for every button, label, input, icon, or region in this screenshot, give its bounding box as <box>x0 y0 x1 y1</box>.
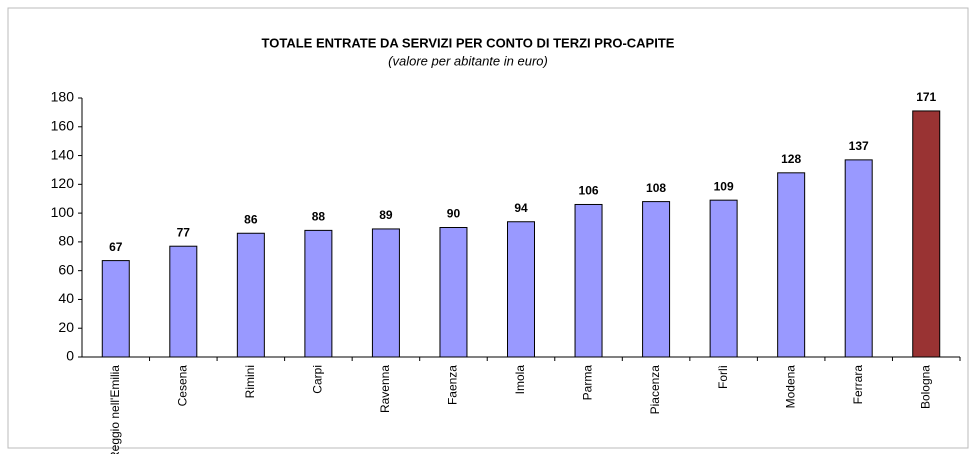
bar <box>709 199 738 358</box>
x-tick-label: Rimini <box>243 365 257 398</box>
value-label: 137 <box>849 139 869 153</box>
bar <box>507 221 535 358</box>
x-tick-label: Ferrara <box>851 365 865 405</box>
y-tick-label: 140 <box>51 146 75 162</box>
x-tick-label: Forlì <box>716 365 730 389</box>
bar <box>844 159 873 358</box>
value-label: 77 <box>177 225 191 239</box>
bar <box>912 110 941 358</box>
bar <box>439 227 468 358</box>
chart-title: TOTALE ENTRATE DA SERVIZI PER CONTO DI T… <box>262 35 675 50</box>
y-tick-label: 80 <box>58 233 74 249</box>
x-tick-label: Carpi <box>311 365 325 394</box>
value-label: 94 <box>514 201 528 215</box>
x-tick-label: Piacenza <box>648 365 662 415</box>
bar <box>236 232 265 358</box>
bar <box>169 245 198 358</box>
x-tick-label: Reggio nell'Emilia <box>108 365 122 454</box>
bar <box>101 260 130 358</box>
bar <box>371 228 400 358</box>
y-tick-label: 160 <box>51 117 75 133</box>
y-tick-label: 0 <box>66 348 74 364</box>
y-tick-label: 100 <box>51 204 75 220</box>
value-label: 108 <box>646 181 666 195</box>
x-tick-label: Cesena <box>175 365 189 407</box>
bar <box>642 201 671 358</box>
y-tick-label: 180 <box>51 89 75 105</box>
y-tick-label: 40 <box>58 290 74 306</box>
x-tick-label: Faenza <box>446 365 460 405</box>
y-tick-label: 60 <box>58 261 74 277</box>
value-label: 171 <box>916 90 936 104</box>
value-label: 106 <box>579 184 599 198</box>
x-tick-label: Imola <box>513 365 527 395</box>
x-tick-label: Bologna <box>918 365 932 409</box>
bar <box>304 229 333 358</box>
bar <box>777 172 806 358</box>
x-tick-label: Modena <box>783 365 797 409</box>
value-label: 86 <box>244 212 258 226</box>
x-tick-label: Ravenna <box>378 365 392 413</box>
x-tick-label: Parma <box>581 365 595 401</box>
value-label: 90 <box>447 207 461 221</box>
chart-subtitle: (valore per abitante in euro) <box>388 53 548 68</box>
y-tick-label: 120 <box>51 175 75 191</box>
chart-frame <box>7 7 969 449</box>
value-label: 67 <box>109 240 123 254</box>
value-label: 109 <box>714 179 734 193</box>
y-tick-label: 20 <box>58 319 74 335</box>
bar <box>574 203 603 358</box>
value-label: 89 <box>379 208 393 222</box>
value-label: 88 <box>312 210 326 224</box>
value-label: 128 <box>781 152 801 166</box>
